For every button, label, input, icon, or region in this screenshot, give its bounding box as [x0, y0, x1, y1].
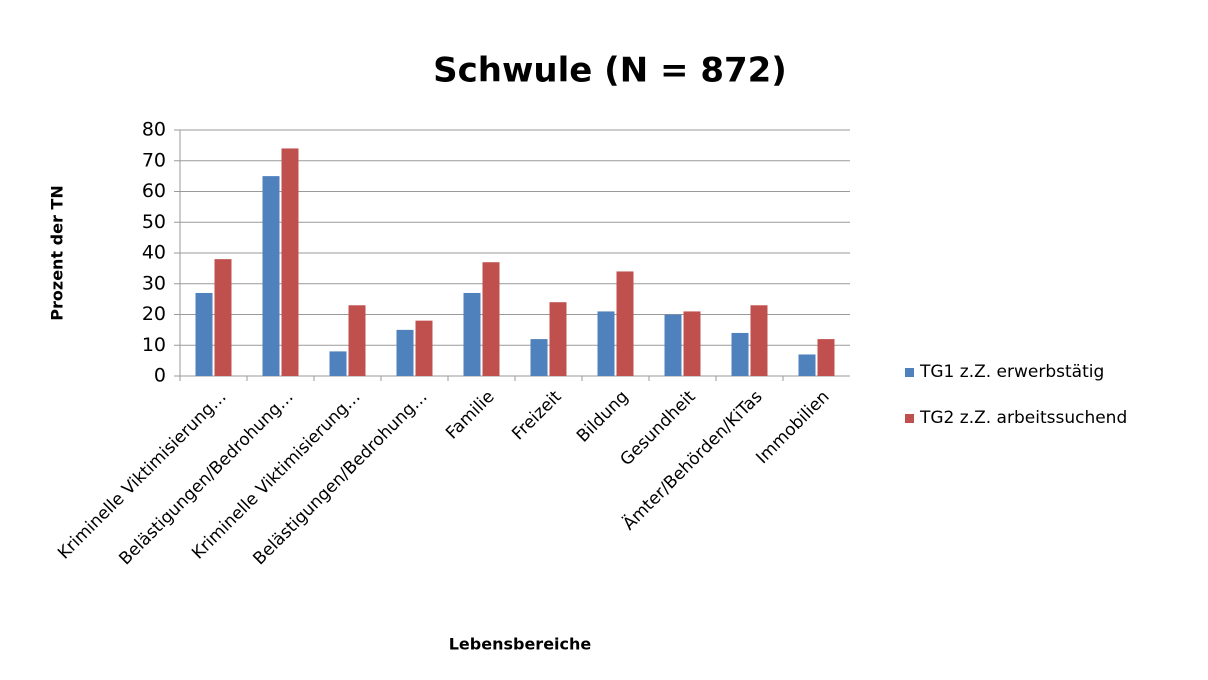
- y-tick-label: 10: [142, 334, 166, 356]
- legend-swatch: [905, 414, 914, 423]
- bar: [731, 332, 749, 376]
- x-axis-label: Lebensbereiche: [449, 635, 592, 654]
- bar: [817, 339, 835, 376]
- bar: [482, 262, 500, 376]
- x-tick-label: Bildung: [573, 387, 633, 447]
- bar: [664, 314, 682, 376]
- bar: [530, 339, 548, 376]
- bar: [415, 320, 433, 376]
- bar: [214, 259, 232, 376]
- bar: [329, 351, 347, 376]
- bar: [195, 292, 213, 376]
- y-tick-label: 40: [142, 242, 166, 264]
- bar: [262, 176, 280, 376]
- legend-label: TG2 z.Z. arbeitssuchend: [919, 408, 1127, 428]
- x-tick-label: Freizeit: [508, 387, 566, 445]
- bar: [798, 354, 816, 376]
- y-axis-label: Prozent der TN: [48, 185, 67, 320]
- bar: [683, 311, 701, 376]
- bar: [549, 302, 567, 376]
- legend-label: TG1 z.Z. erwerbstätig: [919, 362, 1104, 382]
- y-tick-label: 60: [142, 180, 166, 202]
- bar: [396, 329, 414, 376]
- y-tick-label: 50: [142, 211, 166, 233]
- legend-swatch: [905, 368, 914, 377]
- x-tick-label: Familie: [442, 387, 498, 443]
- x-tick-label: Immobilien: [752, 387, 833, 468]
- bar: [616, 271, 634, 376]
- y-tick-label: 80: [142, 119, 166, 141]
- chart-title: Schwule (N = 872): [433, 51, 787, 91]
- bar: [750, 305, 768, 376]
- y-tick-label: 70: [142, 149, 166, 171]
- y-tick-label: 20: [142, 303, 166, 325]
- bar: [463, 292, 481, 376]
- bar: [281, 148, 299, 376]
- y-tick-label: 30: [142, 272, 166, 294]
- bar: [348, 305, 366, 376]
- x-tick-label: Ämter/Behörden/KiTas: [618, 386, 766, 534]
- bar: [597, 311, 615, 376]
- y-tick-label: 0: [154, 365, 166, 387]
